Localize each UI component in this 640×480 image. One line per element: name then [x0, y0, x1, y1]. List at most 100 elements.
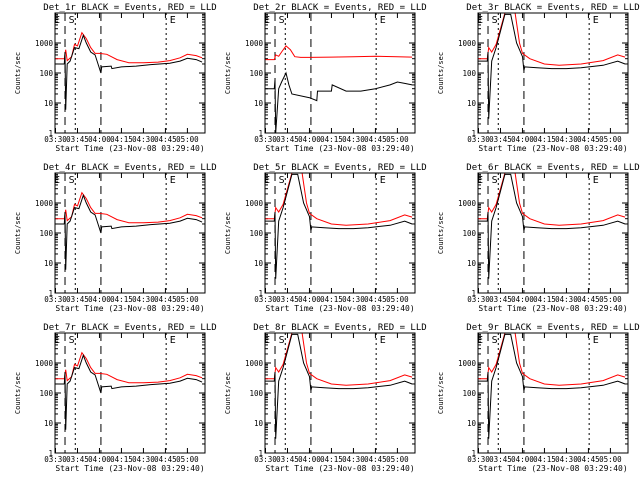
x-tick-label: 04:00	[88, 295, 111, 304]
time-marker-label: E	[477, 335, 483, 346]
series-line-events	[55, 193, 203, 270]
x-tick-label: 04:15	[320, 135, 343, 144]
y-tick-label: 100	[462, 229, 476, 238]
chart-panel-7: Det_7r BLACK = Events, RED = LLD Counts/s…	[14, 323, 217, 473]
x-tick-label: 03:45	[489, 295, 512, 304]
series-line-events	[265, 333, 413, 439]
x-axis-label: Start Time (23-Nov-08 03:29:40)	[55, 144, 204, 153]
x-axis-label: Start Time (23-Nov-08 03:29:40)	[55, 304, 204, 313]
time-marker-label: E	[170, 335, 176, 346]
x-tick-label: 03:30	[44, 295, 67, 304]
chart-title: Det_1r BLACK = Events, RED = LLD	[43, 3, 216, 13]
y-tick-label: 10	[44, 99, 54, 108]
x-tick-label: 03:45	[276, 135, 299, 144]
x-tick-label: 04:30	[132, 455, 155, 464]
chart-title: Det_6r BLACK = Events, RED = LLD	[466, 163, 639, 173]
y-tick-label: 1	[258, 449, 263, 458]
y-tick-label: 100	[249, 389, 263, 398]
x-axis-label: Start Time (23-Nov-08 03:29:40)	[478, 144, 627, 153]
x-tick-label: 04:45	[154, 455, 177, 464]
y-tick-label: 1	[48, 129, 53, 138]
chart-title: Det_8r BLACK = Events, RED = LLD	[253, 323, 426, 333]
x-tick-label: 04:30	[342, 455, 365, 464]
x-tick-label: 04:15	[110, 295, 133, 304]
x-tick-label: 03:30	[254, 455, 277, 464]
chart-title: Det_7r BLACK = Events, RED = LLD	[43, 323, 216, 333]
x-tick-label: 03:45	[66, 455, 89, 464]
x-tick-label: 04:00	[88, 135, 111, 144]
x-tick-label: 03:45	[66, 135, 89, 144]
y-tick-label: 10	[44, 419, 54, 428]
x-axis-label: Start Time (23-Nov-08 03:29:40)	[55, 464, 204, 473]
y-tick-label: 1	[258, 129, 263, 138]
y-tick-label: 10	[44, 259, 54, 268]
x-tick-label: 05:00	[386, 295, 409, 304]
series-line-events	[55, 33, 203, 110]
plot-frame	[54, 12, 206, 134]
series-line-lld	[478, 173, 626, 226]
chart-title: Det_3r BLACK = Events, RED = LLD	[466, 3, 639, 13]
y-tick-label: 10	[254, 99, 264, 108]
x-tick-label: 04:30	[132, 295, 155, 304]
chart-title: Det_9r BLACK = Events, RED = LLD	[466, 323, 639, 333]
y-tick-label: 1	[471, 289, 476, 298]
time-marker-label: E	[264, 335, 270, 346]
x-tick-label: 05:00	[176, 295, 199, 304]
x-tick-label: 04:45	[577, 135, 600, 144]
x-tick-label: 03:30	[467, 135, 490, 144]
time-marker-label: E	[593, 15, 599, 26]
y-tick-label: 10	[467, 99, 477, 108]
series-line-lld	[55, 351, 203, 384]
x-tick-label: 03:45	[489, 455, 512, 464]
x-tick-label: 05:00	[599, 455, 622, 464]
chart-panel-4: Det_4r BLACK = Events, RED = LLD Counts/s…	[14, 163, 217, 313]
x-tick-label: 03:30	[254, 135, 277, 144]
time-marker-label: E	[54, 175, 60, 186]
x-tick-label: 04:45	[577, 295, 600, 304]
x-tick-label: 03:45	[66, 295, 89, 304]
y-tick-label: 1000	[35, 39, 54, 48]
chart-panel-3: Det_3r BLACK = Events, RED = LLD Counts/s…	[437, 3, 640, 153]
x-tick-label: 04:15	[320, 295, 343, 304]
time-marker-label: S	[492, 15, 498, 26]
y-tick-label: 10	[467, 259, 477, 268]
x-tick-label: 03:30	[467, 455, 490, 464]
x-tick-label: 03:45	[276, 455, 299, 464]
y-tick-label: 1000	[245, 39, 264, 48]
plot-frame	[477, 12, 629, 134]
x-tick-label: 05:00	[599, 295, 622, 304]
plot-frame	[477, 332, 629, 454]
x-tick-label: 04:30	[342, 295, 365, 304]
x-tick-label: 04:15	[110, 455, 133, 464]
time-marker-label: E	[380, 15, 386, 26]
time-marker-label: S	[279, 335, 285, 346]
time-marker-label: E	[54, 335, 60, 346]
x-axis-label: Start Time (23-Nov-08 03:29:40)	[478, 464, 627, 473]
time-marker-label: S	[279, 175, 285, 186]
y-tick-label: 100	[39, 229, 53, 238]
y-tick-label: 1000	[458, 199, 477, 208]
series-line-lld	[265, 173, 413, 226]
y-axis-label: Counts/sec	[224, 212, 232, 254]
x-tick-label: 04:45	[364, 135, 387, 144]
y-axis-label: Counts/sec	[14, 212, 22, 254]
y-tick-label: 1000	[35, 199, 54, 208]
time-marker-label: S	[279, 15, 285, 26]
x-tick-label: 04:30	[555, 455, 578, 464]
x-tick-label: 05:00	[599, 135, 622, 144]
x-tick-label: 04:00	[511, 295, 534, 304]
series-line-events	[478, 333, 626, 439]
x-tick-label: 04:00	[298, 455, 321, 464]
x-tick-label: 05:00	[176, 455, 199, 464]
x-tick-label: 04:15	[533, 455, 556, 464]
series-line-events	[265, 71, 413, 133]
y-tick-label: 100	[462, 69, 476, 78]
plot-frame	[54, 172, 206, 294]
x-tick-label: 04:45	[154, 295, 177, 304]
y-tick-label: 1	[471, 129, 476, 138]
chart-panel-2: Det_2r BLACK = Events, RED = LLD Counts/s…	[224, 3, 427, 153]
y-tick-label: 100	[249, 229, 263, 238]
y-axis-label: Counts/sec	[437, 212, 445, 254]
time-marker-label: E	[593, 335, 599, 346]
